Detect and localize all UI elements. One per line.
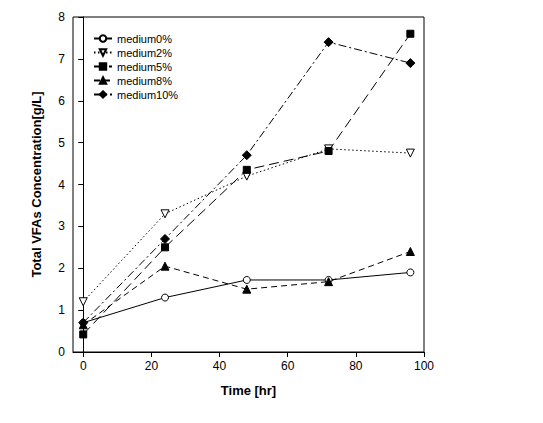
svg-text:3: 3 — [58, 219, 65, 233]
svg-text:4: 4 — [58, 178, 65, 192]
svg-text:medium8%: medium8% — [117, 75, 172, 87]
svg-text:2: 2 — [58, 261, 65, 275]
svg-text:medium10%: medium10% — [117, 89, 178, 101]
svg-text:medium5%: medium5% — [117, 61, 172, 73]
svg-text:20: 20 — [145, 359, 159, 373]
svg-text:medium0%: medium0% — [117, 33, 172, 45]
svg-text:6: 6 — [58, 94, 65, 108]
svg-text:Total VFAs Concentration[g/L]: Total VFAs Concentration[g/L] — [29, 91, 44, 277]
svg-text:1: 1 — [58, 303, 65, 317]
svg-text:40: 40 — [213, 359, 227, 373]
svg-text:0: 0 — [58, 345, 65, 359]
svg-text:medium2%: medium2% — [117, 47, 172, 59]
svg-text:Time [hr]: Time [hr] — [221, 383, 276, 398]
svg-text:8: 8 — [58, 10, 65, 24]
svg-text:100: 100 — [414, 359, 434, 373]
svg-text:0: 0 — [80, 359, 87, 373]
svg-text:5: 5 — [58, 136, 65, 150]
svg-text:7: 7 — [58, 52, 65, 66]
svg-text:80: 80 — [349, 359, 363, 373]
svg-text:60: 60 — [281, 359, 295, 373]
